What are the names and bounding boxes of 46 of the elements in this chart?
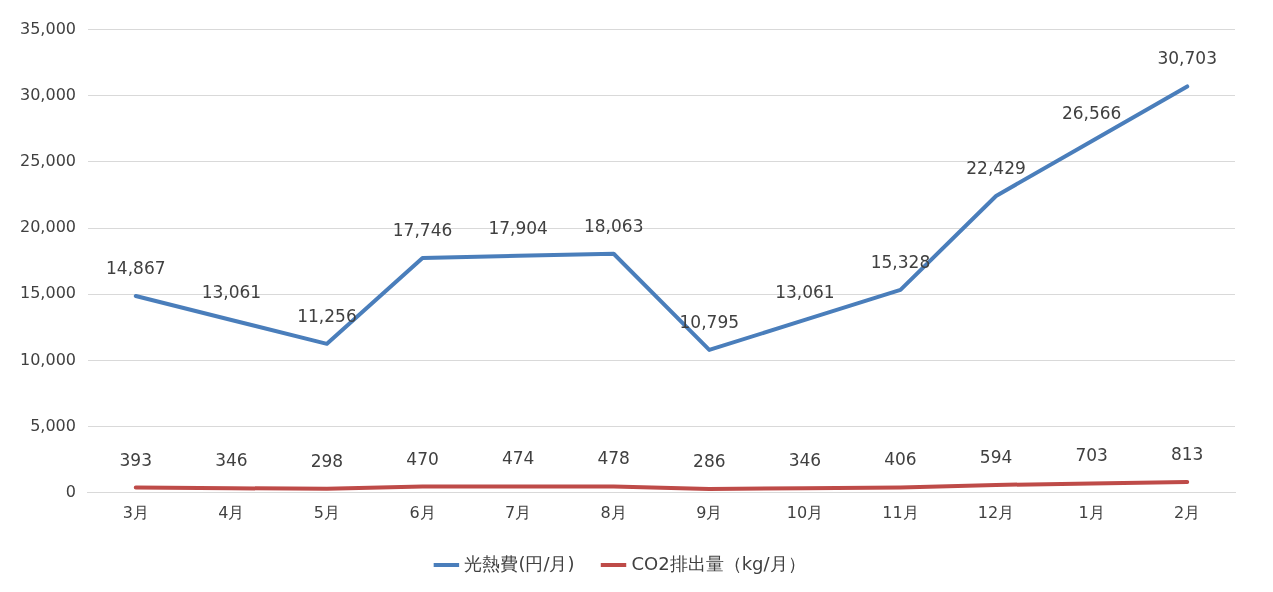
x-tick-label: 1月 [1078,502,1105,522]
data-label: 11,256 [297,305,357,326]
data-label: 346 [788,450,822,471]
y-tick-label: 15,000 [20,283,76,303]
data-label: 813 [1170,443,1204,464]
y-tick-label: 10,000 [20,349,76,369]
data-label: 346 [215,450,248,471]
legend-label: 光熱費(円/月) [464,552,575,574]
data-label: 286 [693,450,726,471]
legend-label: CO2排出量（kg/月） [631,552,806,574]
data-label: 470 [406,448,439,469]
x-tick-label: 10月 [786,502,824,522]
data-label: 478 [597,448,630,469]
x-tick-label: 11月 [882,502,919,522]
data-label: 26,566 [1061,103,1122,124]
y-tick-label: 0 [65,481,76,501]
data-label: 15,328 [870,251,931,272]
x-tick-label: 5月 [313,502,341,522]
x-tick-label: 9月 [696,502,723,522]
data-label: 13,061 [775,281,835,302]
data-label: 30,703 [1157,48,1217,69]
x-tick-label: 2月 [1174,502,1201,522]
y-tick-label: 30,000 [20,84,76,104]
data-label: 474 [501,448,535,469]
y-tick-label: 25,000 [20,151,76,171]
x-tick-label: 8月 [600,502,627,522]
y-tick-label: 5,000 [30,415,76,435]
x-tick-label: 3月 [122,502,149,522]
data-label: 406 [884,449,917,470]
data-label: 393 [119,449,152,470]
data-label: 17,904 [488,217,548,238]
data-label: 14,867 [106,257,166,278]
y-tick-label: 20,000 [20,217,76,237]
x-tick-label: 7月 [505,502,532,522]
data-label: 18,063 [583,215,644,236]
x-tick-label: 6月 [409,502,436,522]
data-label: 594 [979,446,1013,467]
data-label: 703 [1075,445,1108,466]
data-label: 10,795 [679,311,740,332]
data-label: 13,061 [201,281,262,302]
y-tick-label: 35,000 [20,18,76,38]
data-label: 22,429 [966,157,1026,178]
data-label: 298 [310,450,344,471]
x-tick-label: 12月 [977,502,1015,522]
data-label: 17,746 [392,219,453,240]
x-tick-label: 4月 [218,502,245,522]
